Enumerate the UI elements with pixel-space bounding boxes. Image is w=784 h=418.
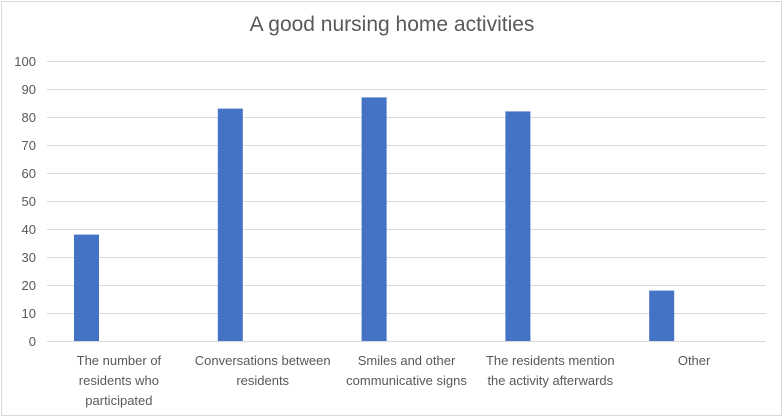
y-tick-label: 40 xyxy=(22,222,36,237)
x-tick-label: communicative signs xyxy=(346,373,467,388)
y-tick-label: 10 xyxy=(22,306,36,321)
bar-4 xyxy=(505,111,531,342)
x-tick-label: The number of xyxy=(77,353,162,368)
y-tick-label: 60 xyxy=(22,166,36,181)
x-tick-label: The residents mention xyxy=(486,353,615,368)
y-tick-label: 70 xyxy=(22,138,36,153)
bar-3 xyxy=(361,97,387,342)
x-tick-label: Smiles and other xyxy=(358,353,456,368)
x-tick-label: the activity afterwards xyxy=(487,373,613,388)
y-tick-label: 50 xyxy=(22,194,36,209)
y-tick-label: 30 xyxy=(22,250,36,265)
y-tick-label: 80 xyxy=(22,110,36,125)
x-tick-label: Other xyxy=(678,353,711,368)
x-tick-label: participated xyxy=(85,393,152,408)
chart-title: A good nursing home activities xyxy=(249,13,535,36)
x-tick-label: Conversations between xyxy=(195,353,331,368)
y-tick-label: 100 xyxy=(14,54,36,69)
x-tick-label: residents who xyxy=(79,373,159,388)
y-tick-label: 20 xyxy=(22,278,36,293)
y-tick-label: 0 xyxy=(29,334,36,349)
y-tick-label: 90 xyxy=(22,82,36,97)
bar-2 xyxy=(217,108,243,341)
x-tick-label: residents xyxy=(236,373,289,388)
bar-5 xyxy=(649,290,675,341)
bar-1 xyxy=(74,234,99,341)
